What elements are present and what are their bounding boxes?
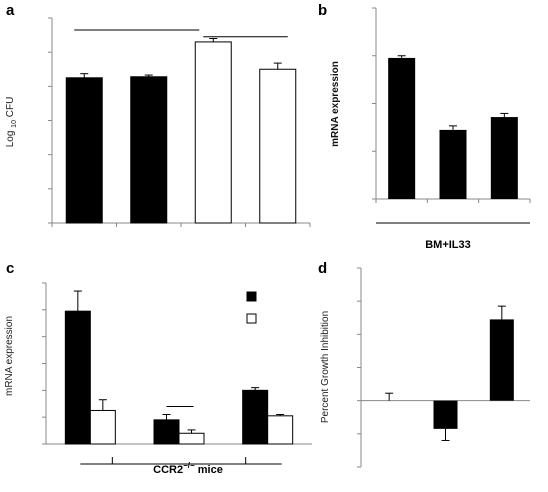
panel-a: Log 10 CFU [5,17,311,227]
panel-a-bar [259,68,297,224]
panel-b-label: b [318,2,327,19]
panel-c-group-label-main: CCR2 [153,464,183,476]
panel-c-legend-swatch-ast2 [246,313,257,324]
panel-d-plot [357,267,530,468]
panel-b-bar [388,57,416,199]
panel-d-label: d [318,260,327,277]
panel-c-group-label-sup: −/− [183,461,195,470]
panel-b-bar [439,129,467,199]
panel-a-plot [48,17,311,227]
svg-text:Log 10 CFU: Log 10 CFU [5,97,19,148]
panel-a-ylabel: Log 10 CFU [5,97,19,148]
panel-c-bar-ast2 [89,409,116,445]
panel-c-bar-igg [64,310,91,445]
panel-c-plot [42,282,312,465]
panel-c-legend-swatch-igg [246,291,257,302]
panel-a-bar [194,41,232,224]
panel-c-label: c [6,260,14,277]
panel-c-bar-igg [242,389,269,445]
panel-b-bar [490,117,518,199]
panel-a-ylabel-tail: CFU [5,97,16,118]
panel-d-ylabel: Percent Growth Inhibition [320,311,331,423]
panel-b-plot [372,7,531,224]
panel-a-ylabel-sub: 10 [11,120,18,128]
panel-b: mRNA expression BM+IL33 [330,7,531,251]
panel-a-label: a [6,2,15,19]
panel-c-bar-igg [153,419,180,445]
panel-c-group-label: CCR2−/− mice [153,459,223,476]
panel-a-bar [65,77,103,224]
panel-c-bar-ast2 [267,415,294,445]
panel-d-bar [489,319,514,401]
panel-c-ylabel: mRNA expression [4,316,15,396]
panel-c: mRNA expression CCR2−/− mice [4,282,312,476]
panel-b-ylabel: mRNA expression [330,61,341,147]
panel-d-bar [433,400,458,429]
panel-d: Percent Growth Inhibition [320,267,530,468]
panel-b-group-label: BM+IL33 [425,239,471,251]
panel-a-ylabel-main: Log [5,131,16,148]
panel-a-bar [130,76,168,224]
panel-c-bar-ast2 [178,432,205,445]
panel-c-group-label-tail: mice [198,464,223,476]
